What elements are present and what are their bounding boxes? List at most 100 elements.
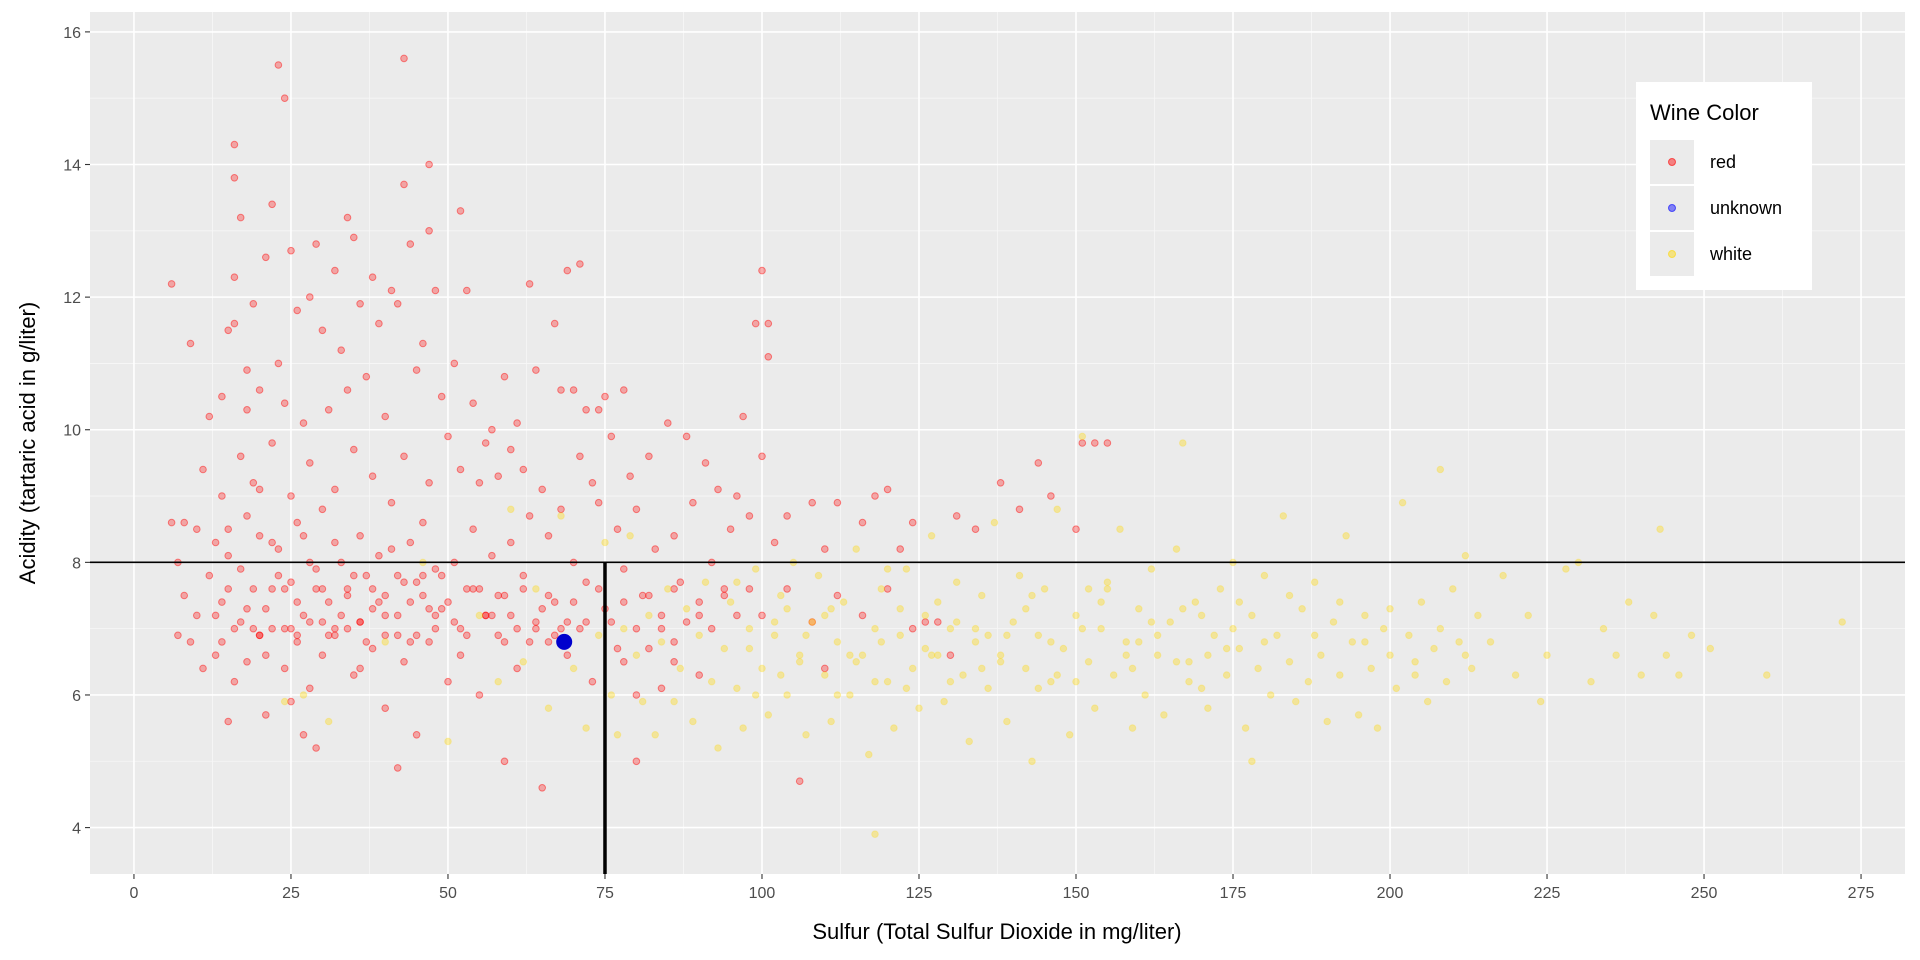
point-white bbox=[777, 671, 785, 679]
point-red bbox=[770, 538, 779, 547]
x-tick-label: 0 bbox=[130, 885, 139, 902]
point-red bbox=[431, 611, 440, 620]
point-red bbox=[375, 551, 383, 560]
point-white bbox=[1650, 611, 1658, 620]
point-white bbox=[896, 605, 905, 613]
point-red bbox=[707, 624, 716, 633]
point-red bbox=[312, 240, 320, 248]
point-red bbox=[419, 591, 427, 600]
point-white bbox=[1348, 638, 1357, 646]
point-white bbox=[865, 750, 873, 759]
point-red bbox=[544, 638, 553, 646]
y-tick-label: 6 bbox=[72, 688, 81, 705]
point-red bbox=[645, 452, 653, 461]
point-white bbox=[1486, 638, 1495, 646]
point-red bbox=[274, 359, 283, 368]
point-red bbox=[230, 273, 239, 282]
point-white bbox=[821, 671, 829, 679]
point-red bbox=[268, 624, 276, 633]
point-white bbox=[1467, 664, 1476, 673]
point-white bbox=[626, 532, 634, 540]
point-white bbox=[1386, 651, 1394, 660]
point-red bbox=[306, 293, 314, 301]
point-white bbox=[1116, 525, 1124, 534]
point-red bbox=[387, 545, 396, 553]
point-red bbox=[481, 611, 490, 620]
point-red bbox=[218, 598, 226, 606]
point-red bbox=[576, 260, 584, 268]
point-red bbox=[268, 585, 276, 593]
point-white bbox=[444, 737, 452, 746]
x-tick-label: 125 bbox=[906, 885, 933, 902]
x-tick-label: 200 bbox=[1377, 885, 1404, 902]
point-white bbox=[1072, 611, 1080, 620]
point-red bbox=[362, 372, 371, 381]
point-red bbox=[582, 618, 590, 626]
point-red bbox=[312, 565, 320, 573]
point-red bbox=[249, 479, 258, 487]
point-white bbox=[1197, 684, 1206, 693]
point-red bbox=[318, 505, 327, 514]
point-red bbox=[419, 571, 427, 580]
point-red bbox=[419, 518, 427, 527]
point-red bbox=[701, 459, 710, 467]
point-white bbox=[946, 624, 955, 633]
point-white bbox=[299, 691, 308, 699]
point-white bbox=[896, 631, 905, 640]
point-red bbox=[532, 366, 540, 374]
point-red bbox=[745, 585, 754, 593]
point-red bbox=[858, 518, 867, 527]
point-red bbox=[739, 412, 747, 421]
point-red bbox=[400, 578, 408, 587]
y-tick-label: 8 bbox=[72, 555, 81, 572]
point-red bbox=[218, 392, 226, 401]
x-tick-label: 275 bbox=[1848, 885, 1875, 902]
point-red bbox=[324, 406, 333, 414]
point-white bbox=[1091, 704, 1099, 713]
point-red bbox=[934, 618, 942, 626]
point-white bbox=[846, 691, 854, 699]
point-red bbox=[350, 571, 358, 580]
point-white bbox=[714, 744, 722, 752]
point-red bbox=[601, 392, 609, 401]
point-red bbox=[218, 492, 226, 500]
point-red bbox=[324, 598, 333, 606]
point-white bbox=[726, 598, 735, 606]
point-red bbox=[306, 684, 314, 693]
point-white bbox=[890, 724, 898, 732]
point-red bbox=[425, 638, 433, 646]
point-red bbox=[444, 598, 452, 606]
point-red bbox=[406, 598, 415, 606]
point-white bbox=[1141, 691, 1149, 699]
point-red bbox=[908, 624, 917, 633]
point-red bbox=[450, 618, 459, 626]
point-white bbox=[1135, 605, 1143, 613]
point-red bbox=[356, 664, 364, 673]
point-red bbox=[287, 246, 295, 255]
point-red bbox=[1072, 525, 1080, 534]
x-tick-label: 100 bbox=[749, 885, 776, 902]
point-red bbox=[211, 538, 220, 547]
point-red bbox=[350, 233, 358, 242]
point-red bbox=[249, 585, 258, 593]
point-red bbox=[795, 777, 804, 786]
point-white bbox=[733, 684, 741, 693]
point-red bbox=[544, 532, 553, 540]
point-white bbox=[758, 664, 766, 673]
point-red bbox=[670, 638, 678, 646]
legend-key-background bbox=[1650, 140, 1694, 184]
point-red bbox=[745, 512, 754, 520]
point-white bbox=[833, 691, 842, 699]
point-red bbox=[268, 200, 276, 209]
point-red bbox=[293, 631, 302, 640]
point-white bbox=[1084, 585, 1093, 593]
point-red bbox=[381, 591, 390, 600]
point-red bbox=[657, 611, 666, 620]
point-red bbox=[557, 624, 565, 633]
point-red bbox=[456, 624, 465, 633]
point-white bbox=[927, 532, 936, 540]
point-white bbox=[852, 658, 861, 666]
point-red bbox=[243, 658, 251, 666]
point-white bbox=[1204, 651, 1212, 660]
point-red bbox=[720, 591, 729, 600]
